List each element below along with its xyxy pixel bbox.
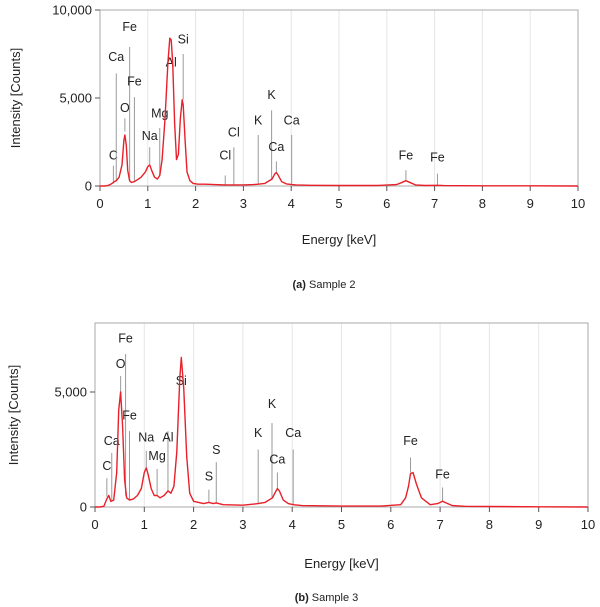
x-tick-label: 7 (431, 196, 438, 211)
peak-label: O (120, 101, 130, 115)
peak-label: K (254, 113, 263, 127)
peak-label: K (254, 426, 263, 440)
y-tick-label: 10,000 (52, 3, 92, 18)
peak-label: Ca (104, 434, 120, 448)
peak-label: Cl (228, 126, 240, 140)
figure-caption: (a) Sample 2 (293, 279, 356, 291)
y-tick-label: 5,000 (59, 91, 92, 106)
peak-label: S (212, 443, 220, 457)
peak-label: Ca (108, 50, 124, 64)
x-tick-label: 3 (240, 196, 247, 211)
spectrum-line (95, 356, 589, 508)
peak-label: O (116, 357, 126, 371)
y-tick-label: 0 (85, 179, 92, 194)
x-tick-label: 7 (436, 517, 443, 532)
y-axis-label: Intensity [Counts] (8, 48, 23, 148)
x-tick-label: 6 (383, 196, 390, 211)
x-tick-label: 10 (581, 517, 595, 532)
peak-label: Al (162, 430, 173, 444)
caption-tag: (b) (295, 592, 309, 604)
x-tick-label: 5 (338, 517, 345, 532)
peak-label: Fe (118, 332, 133, 346)
peak-label: Mg (148, 449, 165, 463)
x-axis-label: Energy [keV] (304, 556, 378, 571)
peak-label: Fe (127, 75, 142, 89)
peak-label: Mg (151, 106, 168, 120)
peak-label: Fe (399, 149, 414, 163)
x-tick-label: 4 (289, 517, 296, 532)
x-tick-label: 6 (387, 517, 394, 532)
x-tick-label: 3 (239, 517, 246, 532)
peak-label: Fe (122, 20, 137, 34)
chart-panel-b: 0 1 2 3 4 5 6 7 8 9 10 0 5,000 Energy [keV] Intensity … (6, 322, 595, 604)
y-tick-label: 5,000 (54, 385, 87, 400)
x-tick-label: 10 (571, 196, 585, 211)
peak-label: Si (176, 374, 187, 388)
peak-label: C (102, 459, 111, 473)
peak-label: Fe (430, 150, 445, 164)
peak-label: Ca (268, 140, 284, 154)
peak-label: K (268, 397, 277, 411)
x-tick-label: 1 (144, 196, 151, 211)
spectrum-line (100, 37, 579, 187)
x-axis-label: Energy [keV] (302, 232, 376, 247)
caption-text: Sample 3 (309, 592, 359, 604)
peak-label: Fe (403, 434, 418, 448)
peak-label: Fe (435, 467, 450, 481)
peak-label: Ca (269, 452, 285, 466)
caption-text: Sample 2 (306, 279, 356, 291)
x-tick-label: 1 (141, 517, 148, 532)
x-tick-label: 2 (190, 517, 197, 532)
x-tick-label: 2 (192, 196, 199, 211)
peak-label: Cl (219, 149, 231, 163)
x-tick-label: 8 (479, 196, 486, 211)
peak-label: Na (138, 430, 154, 444)
peak-label: S (205, 470, 213, 484)
x-tick-label: 0 (91, 517, 98, 532)
y-tick-label: 0 (80, 500, 87, 515)
peak-label: K (267, 88, 276, 102)
peak-label: Al (166, 55, 177, 69)
x-tick-label: 5 (335, 196, 342, 211)
peak-label: Fe (122, 409, 137, 423)
x-tick-label: 9 (535, 517, 542, 532)
peak-label: Na (142, 129, 158, 143)
peak-label: Ca (285, 426, 301, 440)
y-axis-label: Intensity [Counts] (6, 365, 21, 465)
peak-label: C (109, 149, 118, 163)
x-tick-label: 8 (486, 517, 493, 532)
x-tick-label: 9 (527, 196, 534, 211)
x-tick-label: 4 (288, 196, 295, 211)
x-tick-label: 0 (96, 196, 103, 211)
figure-caption: (b) Sample 3 (295, 592, 359, 604)
chart-panel-a: 0 1 2 3 4 5 6 7 8 9 10 0 5,000 10,000 Energy [keV] Inte… (8, 3, 585, 292)
peak-label: Ca (284, 113, 300, 127)
peak-label: Si (178, 32, 189, 46)
caption-tag: (a) (293, 279, 307, 291)
